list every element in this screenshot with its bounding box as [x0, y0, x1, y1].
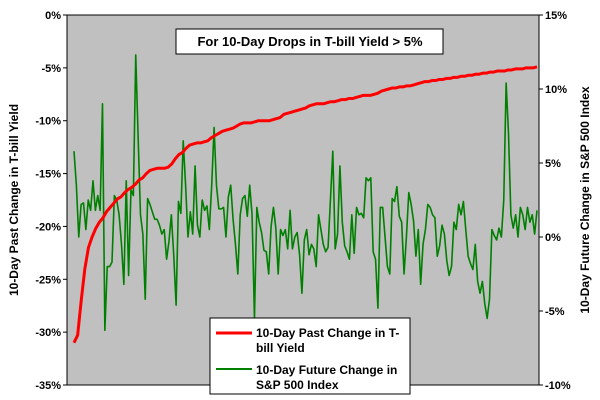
legend: 10-Day Past Change in T- bill Yield 10-D… [209, 317, 411, 395]
left-tick-label: -30% [35, 327, 61, 339]
sp500-future-change-line [73, 54, 538, 332]
left-tick-label: -35% [35, 380, 61, 392]
left-tick-label: -25% [35, 274, 61, 286]
left-tick-label: -5% [41, 63, 61, 75]
left-tick-label: 0% [45, 10, 61, 22]
legend-box [209, 317, 411, 395]
legend-label-tbill: 10-Day Past Change in T- bill Yield [256, 326, 403, 355]
right-tick-label: 15% [545, 10, 567, 22]
left-tick-label: -10% [35, 116, 61, 128]
right-tick-label: 5% [545, 158, 561, 170]
series-layer [72, 54, 538, 344]
tbill-past-change-line [72, 65, 538, 344]
right-tick-label: 0% [545, 232, 561, 244]
right-tick-label: -5% [545, 306, 565, 318]
left-axis-title: 10-Day Past Change in T-bill Yield [7, 104, 21, 296]
left-axis-ticks: 0% -5% -10% -15% -20% -25% -30% -35% [35, 10, 67, 392]
right-tick-label: 10% [545, 84, 567, 96]
right-axis-ticks: 15% 10% 5% 0% -5% -10% [539, 10, 571, 392]
left-tick-label: -20% [35, 221, 61, 233]
right-tick-label: -10% [545, 380, 571, 392]
chart-title: For 10-Day Drops in T-bill Yield > 5% [197, 34, 422, 49]
title-box [175, 28, 444, 55]
right-axis-title: 10-Day Future Change in S&P 500 Index [578, 86, 592, 314]
left-tick-label: -15% [35, 169, 61, 181]
legend-label-sp500: 10-Day Future Change in S&P 500 Index [256, 363, 401, 392]
